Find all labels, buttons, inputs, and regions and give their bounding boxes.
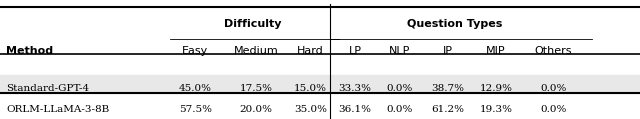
Text: 61.2%: 61.2% bbox=[431, 105, 465, 114]
Text: Method: Method bbox=[6, 46, 54, 56]
Text: NLP: NLP bbox=[389, 46, 411, 56]
Text: Hard: Hard bbox=[297, 46, 324, 56]
Text: Difficulty: Difficulty bbox=[224, 19, 282, 29]
Text: 0.0%: 0.0% bbox=[387, 84, 413, 93]
Text: 33.3%: 33.3% bbox=[339, 84, 372, 93]
Text: 0.0%: 0.0% bbox=[540, 105, 567, 114]
Text: 17.5%: 17.5% bbox=[239, 84, 273, 93]
Text: 36.1%: 36.1% bbox=[339, 105, 372, 114]
Text: 35.0%: 35.0% bbox=[294, 105, 327, 114]
Text: Standard-GPT-4: Standard-GPT-4 bbox=[6, 84, 90, 93]
Text: LP: LP bbox=[349, 46, 362, 56]
Text: 12.9%: 12.9% bbox=[479, 84, 513, 93]
Text: 57.5%: 57.5% bbox=[179, 105, 212, 114]
Text: 19.3%: 19.3% bbox=[479, 105, 513, 114]
Text: IP: IP bbox=[443, 46, 453, 56]
Text: 15.0%: 15.0% bbox=[294, 84, 327, 93]
Text: MIP: MIP bbox=[486, 46, 506, 56]
Text: Others: Others bbox=[535, 46, 572, 56]
Text: 45.0%: 45.0% bbox=[179, 84, 212, 93]
Text: 38.7%: 38.7% bbox=[431, 84, 465, 93]
Text: 0.0%: 0.0% bbox=[540, 84, 567, 93]
Text: Question Types: Question Types bbox=[406, 19, 502, 29]
Text: 0.0%: 0.0% bbox=[387, 105, 413, 114]
Bar bbox=[0, 75, 640, 93]
Text: Easy: Easy bbox=[182, 46, 209, 56]
Text: 20.0%: 20.0% bbox=[239, 105, 273, 114]
Text: Medium: Medium bbox=[234, 46, 278, 56]
Text: ORLM-LLaMA-3-8B: ORLM-LLaMA-3-8B bbox=[6, 105, 109, 114]
